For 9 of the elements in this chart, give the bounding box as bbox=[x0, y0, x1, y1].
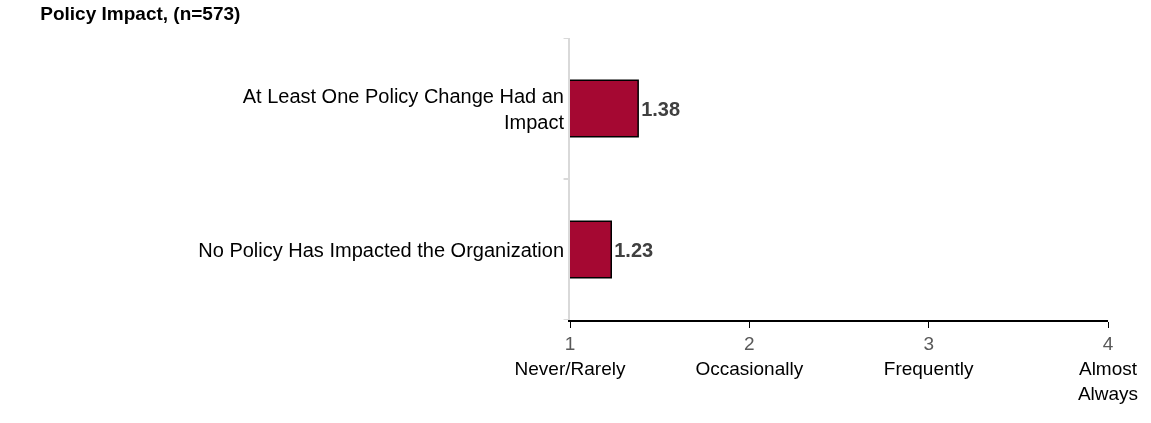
y-tick-label: At Least One Policy Change Had an Impact bbox=[242, 84, 565, 133]
data-label: 1.38 bbox=[641, 97, 681, 120]
x-tick-label: 2 Occasionally bbox=[695, 333, 804, 379]
text: Policy Impact, (n=573) bbox=[40, 2, 241, 24]
x-tick-label: 1 Never/Rarely bbox=[514, 333, 626, 379]
x-tick-label: 4 Almost Always bbox=[1077, 333, 1139, 404]
y-tick-label: No Policy Has Impacted the Organization bbox=[198, 238, 564, 261]
x-tick-label: 3 Frequently bbox=[883, 333, 975, 379]
data-label: 1.23 bbox=[614, 238, 654, 261]
